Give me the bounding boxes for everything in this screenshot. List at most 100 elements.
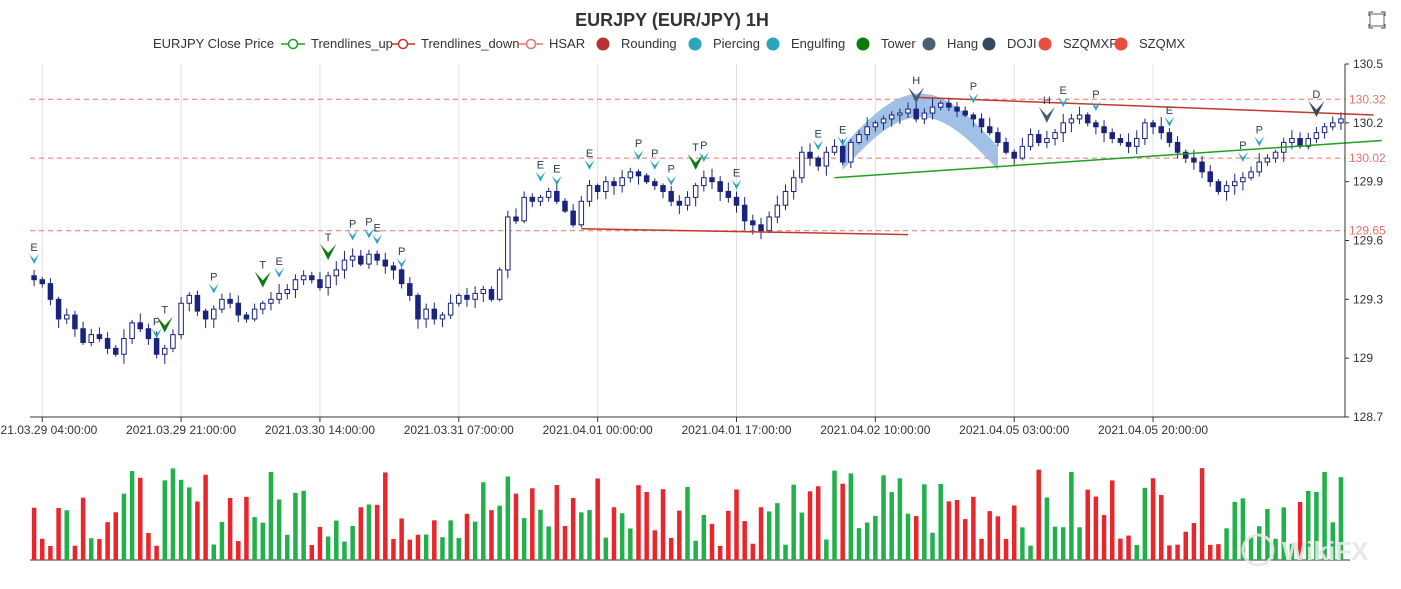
candle [897,108,903,125]
legend-item: Tower [856,36,916,51]
marker-arrow [372,234,383,245]
volume-bar [366,504,372,560]
candle [619,170,625,193]
volume-bar [1240,498,1246,560]
candle [831,139,838,156]
volume-bar [1199,468,1205,560]
y-tick-label: 129.9 [1353,175,1383,189]
candle-body [586,185,593,202]
legend-label: Piercing [713,36,760,51]
candle [913,100,919,123]
candle [978,113,985,134]
candle [578,196,585,228]
marker-label: E [815,128,822,140]
candle [1321,122,1328,139]
candle-body [709,177,715,183]
candle [799,146,805,184]
candle [137,313,144,333]
volume-bar [1167,545,1172,560]
marker-arrow [649,159,660,170]
candle [594,183,601,200]
marker-arrow [1038,106,1055,123]
volume-bar [881,475,886,560]
marker-label: T [161,305,168,317]
restore-icon[interactable] [1368,11,1386,29]
volume-bar [1256,526,1262,560]
volume-bar [521,518,527,560]
volume-bar [1142,487,1148,560]
candle-body [807,151,813,159]
candle-body [946,102,952,108]
marker-arrow [551,175,562,186]
rounding-band [842,93,998,170]
volume-bar [227,497,233,560]
volume-bar [497,505,502,560]
candle-body [897,112,903,116]
candle [1052,128,1058,146]
candle-body [1060,122,1066,134]
candle-body [276,292,282,300]
candle-body [1044,138,1050,143]
legend-item: Rounding [596,36,677,51]
volume-bar [391,539,396,560]
pattern-marker: P [698,140,709,163]
volume-bar [995,516,1001,560]
candle-body [1093,122,1099,128]
candle [1223,180,1230,201]
candle-body [529,196,536,202]
candle-body [268,298,274,304]
candle-body [1272,151,1279,159]
volume-bar [72,545,78,560]
chart-legend: EURJPY Close Price Trendlines_up Trendline… [153,36,1186,51]
volume-bar [342,541,347,560]
candle-body [47,283,54,300]
marker-label: E [586,148,593,160]
candle-body [374,253,380,261]
candle [888,111,895,127]
marker-label: T [325,232,332,244]
volume-bar [652,530,658,560]
volume-bar [268,471,274,560]
candle [423,303,429,328]
marker-arrow [633,150,644,161]
candle [464,287,470,307]
volume-bar [440,537,445,560]
candle [333,261,340,286]
candle [1330,116,1336,131]
candle [178,297,184,340]
volume-bar [971,496,976,560]
volume-bar [252,517,257,560]
volume-bar [734,489,739,560]
pattern-marker: P [649,148,660,170]
volume-bar [276,499,282,560]
volume-bar [374,504,380,560]
candle [488,286,495,302]
candle [1158,117,1164,140]
volume-bar [538,509,543,560]
candle [121,329,127,364]
volume-bar [693,540,698,560]
candle-body [594,185,601,192]
candle [1264,154,1271,166]
candle [872,120,879,132]
candle [807,143,813,166]
volume-bar [1069,471,1074,560]
candle-body [970,114,977,120]
candle-body [619,177,625,187]
candle [31,269,37,287]
wikifx-logo: WikiFX [1241,533,1369,567]
x-tick-label: 2021.04.01 17:00:00 [681,423,791,437]
volume-bar [383,472,388,560]
volume-bar [897,478,903,560]
candle [55,296,62,328]
volume-bar [203,474,208,560]
candle [496,267,503,302]
candle [1084,112,1091,127]
candle-body [937,102,944,108]
candle-body [439,314,446,320]
volume-bar [954,499,960,560]
candle [194,290,201,316]
candle-body [407,283,413,296]
volume-bar [1093,496,1099,560]
candle-body [1068,118,1075,124]
